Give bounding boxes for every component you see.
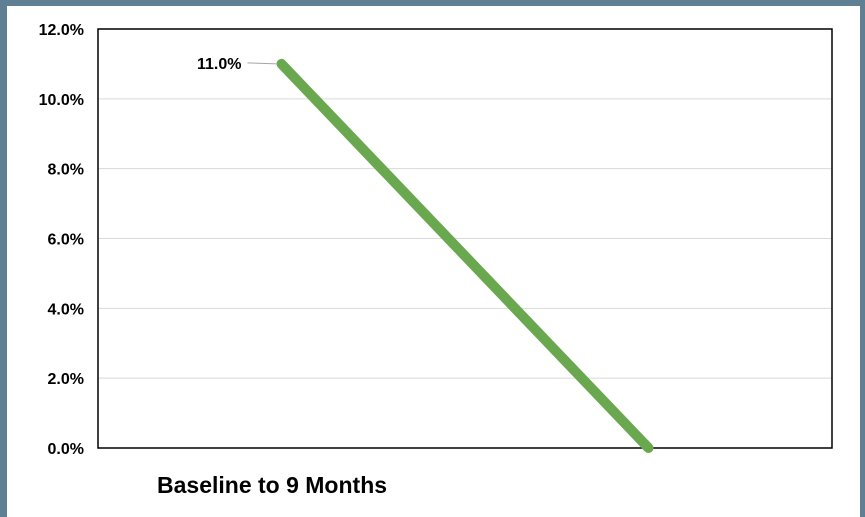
data-labels: 11.0%: [197, 56, 278, 73]
y-tick-label: 4.0%: [48, 301, 84, 318]
y-tick-label: 6.0%: [48, 232, 84, 249]
data-label: 11.0%: [197, 56, 241, 73]
gridlines: [98, 98, 832, 379]
series-line: [276, 58, 654, 453]
data-label-leader-line: [247, 62, 278, 65]
chart-caption: Baseline to 9 Months: [157, 472, 387, 498]
y-tick-label: 12.0%: [39, 22, 84, 39]
chart-frame: 0.0% 2.0% 4.0% 6.0% 8.0% 10.0% 12.0% 11.0% Bas…: [7, 6, 860, 517]
line-chart: 0.0% 2.0% 4.0% 6.0% 8.0% 10.0% 12.0% 11.0% Bas…: [39, 22, 833, 498]
plot-area-border: [97, 28, 833, 449]
y-tick-label: 0.0%: [48, 441, 84, 458]
y-tick-label: 8.0%: [48, 162, 84, 179]
y-tick-label: 2.0%: [48, 371, 84, 388]
series-lines: [276, 58, 654, 453]
y-tick-label: 10.0%: [39, 92, 84, 109]
y-axis-tick-labels: 0.0% 2.0% 4.0% 6.0% 8.0% 10.0% 12.0%: [39, 22, 84, 458]
